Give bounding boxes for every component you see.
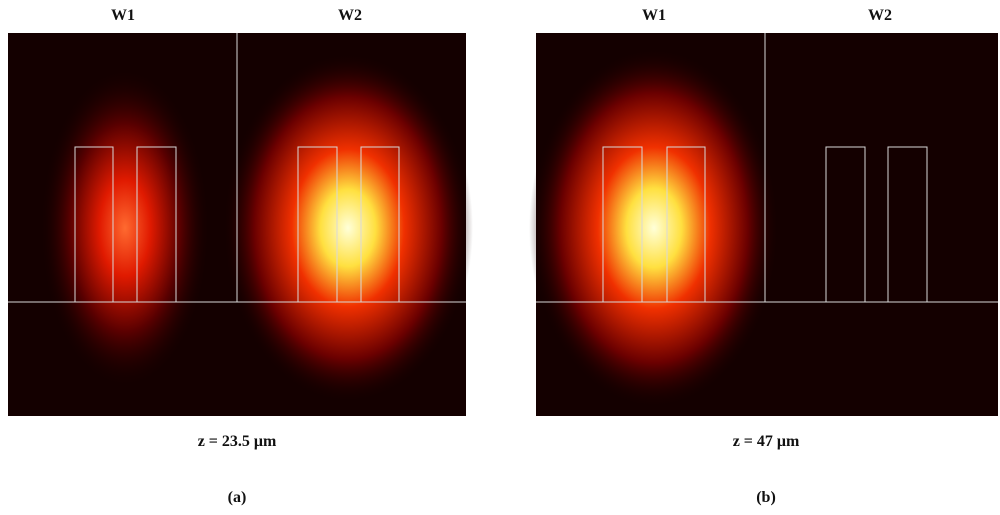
waveguide [74,146,114,303]
waveguide [360,146,400,303]
field-glow [223,53,473,403]
panel-tag: (b) [756,489,776,506]
waveguide-label: W2 [868,7,892,24]
caption: z = 23.5 μm [198,433,277,450]
field-glow [529,48,779,408]
waveguide-label: W2 [338,7,362,24]
field-glow [40,68,210,388]
waveguide [825,146,866,303]
caption: z = 47 μm [733,433,800,450]
waveguide [666,146,706,303]
waveguide [136,146,177,303]
waveguide [602,146,643,303]
waveguide [887,146,928,303]
waveguide-label: W1 [642,7,666,24]
panel-b: W1 W2 z = 47 μm (b) [529,7,998,506]
waveguide [297,146,338,303]
panel-tag: (a) [228,489,247,506]
panel-a: W1 W2 z = 23.5 μm (a) [8,7,473,506]
waveguide-label: W1 [111,7,135,24]
